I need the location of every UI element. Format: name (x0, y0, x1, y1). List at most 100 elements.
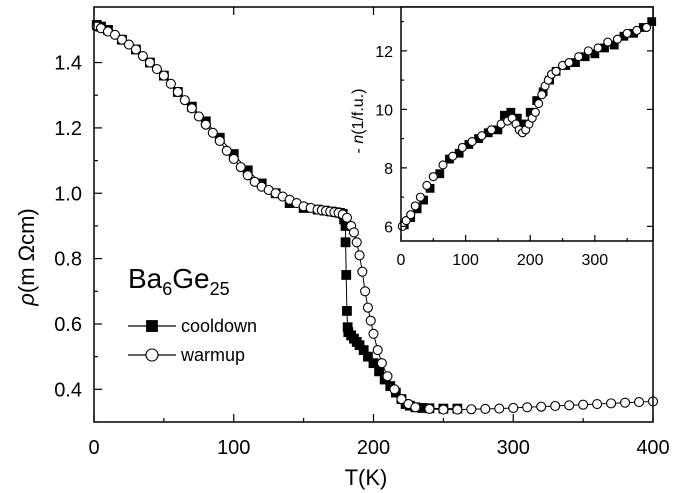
main-y-tick-label: 0.4 (54, 379, 82, 401)
sample-label-sub-25: 25 (210, 279, 230, 299)
main-circle-point (564, 400, 575, 411)
legend-label-warmup: warmup (180, 345, 245, 365)
main-circle-point (249, 176, 260, 187)
y-axis-title-unit: (m Ωcm) (14, 208, 39, 293)
main-circle-point (368, 328, 379, 339)
inset-circle-point (551, 66, 561, 76)
inset-square-point (647, 17, 657, 27)
inset-circle-point (467, 137, 477, 147)
main-circle-point (341, 212, 352, 223)
legend-marker-cooldown (146, 320, 158, 332)
main-y-tick-label: 1.2 (54, 118, 82, 140)
main-square-point (341, 270, 352, 280)
main-circle-point (365, 315, 376, 326)
main-circle-point (116, 34, 127, 45)
main-x-tick-label: 100 (217, 437, 250, 459)
main-y-tick-label: 1.0 (54, 183, 82, 205)
main-circle-point (480, 403, 491, 414)
main-circle-point (221, 145, 232, 156)
main-y-tick-label: 0.8 (54, 249, 82, 271)
main-circle-point (606, 398, 617, 409)
y-axis-title-symbol: ρ (14, 293, 39, 307)
inset-y-tick-label: 6 (384, 219, 393, 236)
main-circle-point (200, 119, 211, 130)
main-x-tick-label: 300 (497, 437, 530, 459)
main-circle-point (362, 302, 373, 313)
legend-item-cooldown: cooldown (128, 316, 257, 336)
main-circle-point (550, 400, 561, 412)
inset-y-axis-title: - n(1/f.u.) (350, 89, 367, 154)
main-plot (91, 20, 659, 415)
inset-circle-point (632, 25, 642, 35)
main-circle-point (130, 44, 141, 55)
inset-circle-point (428, 172, 438, 182)
inset-circle-point (603, 37, 613, 47)
main-circle-point (424, 403, 435, 414)
inset-circle-point (438, 160, 448, 170)
inset-y-tick-label: 12 (375, 44, 393, 61)
legend-item-warmup: warmup (128, 345, 245, 365)
main-circle-point (452, 404, 463, 415)
inset-circle-point (564, 58, 574, 68)
inset-circle-point (612, 34, 623, 44)
main-circle-point (158, 70, 169, 81)
main-circle-point (522, 402, 533, 413)
inset-circle-point (457, 142, 467, 152)
main-circle-point (354, 250, 365, 261)
inset-circle-point (534, 98, 544, 109)
main-circle-point (348, 227, 359, 238)
inset-y-tick-label: 8 (384, 161, 393, 178)
main-circle-point (578, 399, 589, 410)
main-circle-point (619, 397, 631, 408)
sample-label-ge: Ge (172, 263, 209, 294)
main-circle-point (151, 64, 162, 75)
inset-circle-point (448, 151, 458, 161)
main-circle-point (494, 403, 505, 414)
x-axis-title: T(K) (345, 465, 388, 490)
main-circle-point (193, 111, 204, 122)
inset-x-tick-label: 300 (581, 252, 608, 269)
main-circle-point (382, 371, 393, 382)
sample-label-ba: Ba (128, 263, 163, 294)
main-circle-point (144, 57, 155, 68)
main-square-point (368, 358, 379, 369)
inset-circle-point (593, 43, 603, 53)
main-circle-point (592, 398, 603, 410)
inset-circle-point (583, 46, 593, 56)
main-circle-point (123, 39, 134, 50)
inset-circle-point (410, 201, 420, 211)
main-square-point (363, 351, 373, 362)
main-circle-point (214, 135, 225, 147)
main-circle-point (360, 286, 371, 297)
main-circle-point (165, 78, 176, 89)
inset-circle-point (477, 131, 487, 141)
main-circle-point (186, 103, 197, 114)
main-y-tick-label: 0.6 (54, 314, 82, 336)
main-circle-point (351, 237, 362, 248)
inset-plot-frame (400, 6, 654, 242)
main-circle-point (536, 401, 547, 412)
main-x-tick-label: 0 (88, 437, 99, 459)
inset-x-tick-label: 0 (397, 252, 406, 269)
main-square-point (342, 305, 352, 316)
inset-circle-point (415, 192, 425, 202)
main-circle-point (109, 29, 121, 40)
inset-circle-point (406, 210, 416, 220)
main-circle-point (410, 402, 421, 413)
inset-x-tick-label: 100 (452, 252, 479, 269)
main-circle-point (396, 394, 407, 405)
y-axis-title: ρ(m Ωcm) (14, 208, 39, 306)
inset-circle-point (641, 22, 652, 33)
inset-y-axis-title-symbol: n (350, 135, 367, 144)
main-circle-point (633, 397, 645, 408)
main-square-point (340, 237, 351, 248)
inset-circle-point (622, 28, 632, 38)
inset-circle-point (530, 107, 540, 117)
inset-y-tick-label: 10 (375, 102, 393, 119)
inset-y-axis-title-unit: (1/f.u.) (350, 89, 367, 135)
main-circle-point (466, 404, 477, 415)
main-circle-point (438, 404, 449, 415)
inset-axes: 0 100 200 300 6 8 10 12 (375, 6, 654, 269)
